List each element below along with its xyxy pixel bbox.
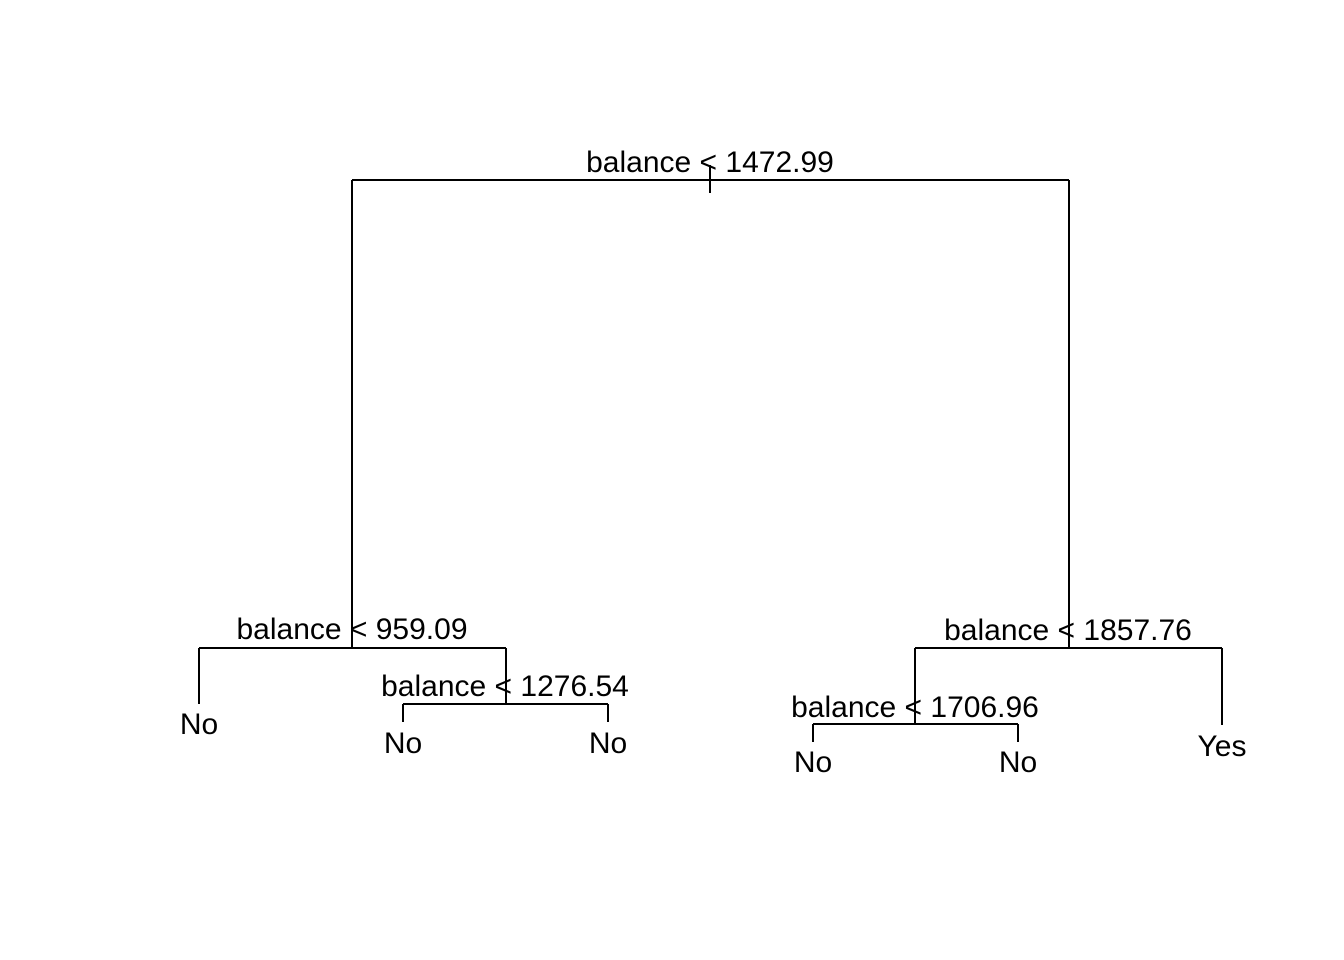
- leaf-label: No: [180, 708, 218, 741]
- leaf-label: No: [589, 727, 627, 760]
- leaf-label: No: [794, 746, 832, 779]
- split-label-left: balance < 959.09: [236, 613, 467, 646]
- leaf-label: Yes: [1198, 730, 1247, 763]
- leaf-label: No: [999, 746, 1037, 779]
- split-label-right: balance < 1857.76: [944, 614, 1192, 647]
- split-label-right-left: balance < 1706.96: [791, 691, 1039, 724]
- leaf-label: No: [384, 727, 422, 760]
- split-label-left-right: balance < 1276.54: [381, 670, 629, 703]
- split-label-root: balance < 1472.99: [586, 146, 834, 179]
